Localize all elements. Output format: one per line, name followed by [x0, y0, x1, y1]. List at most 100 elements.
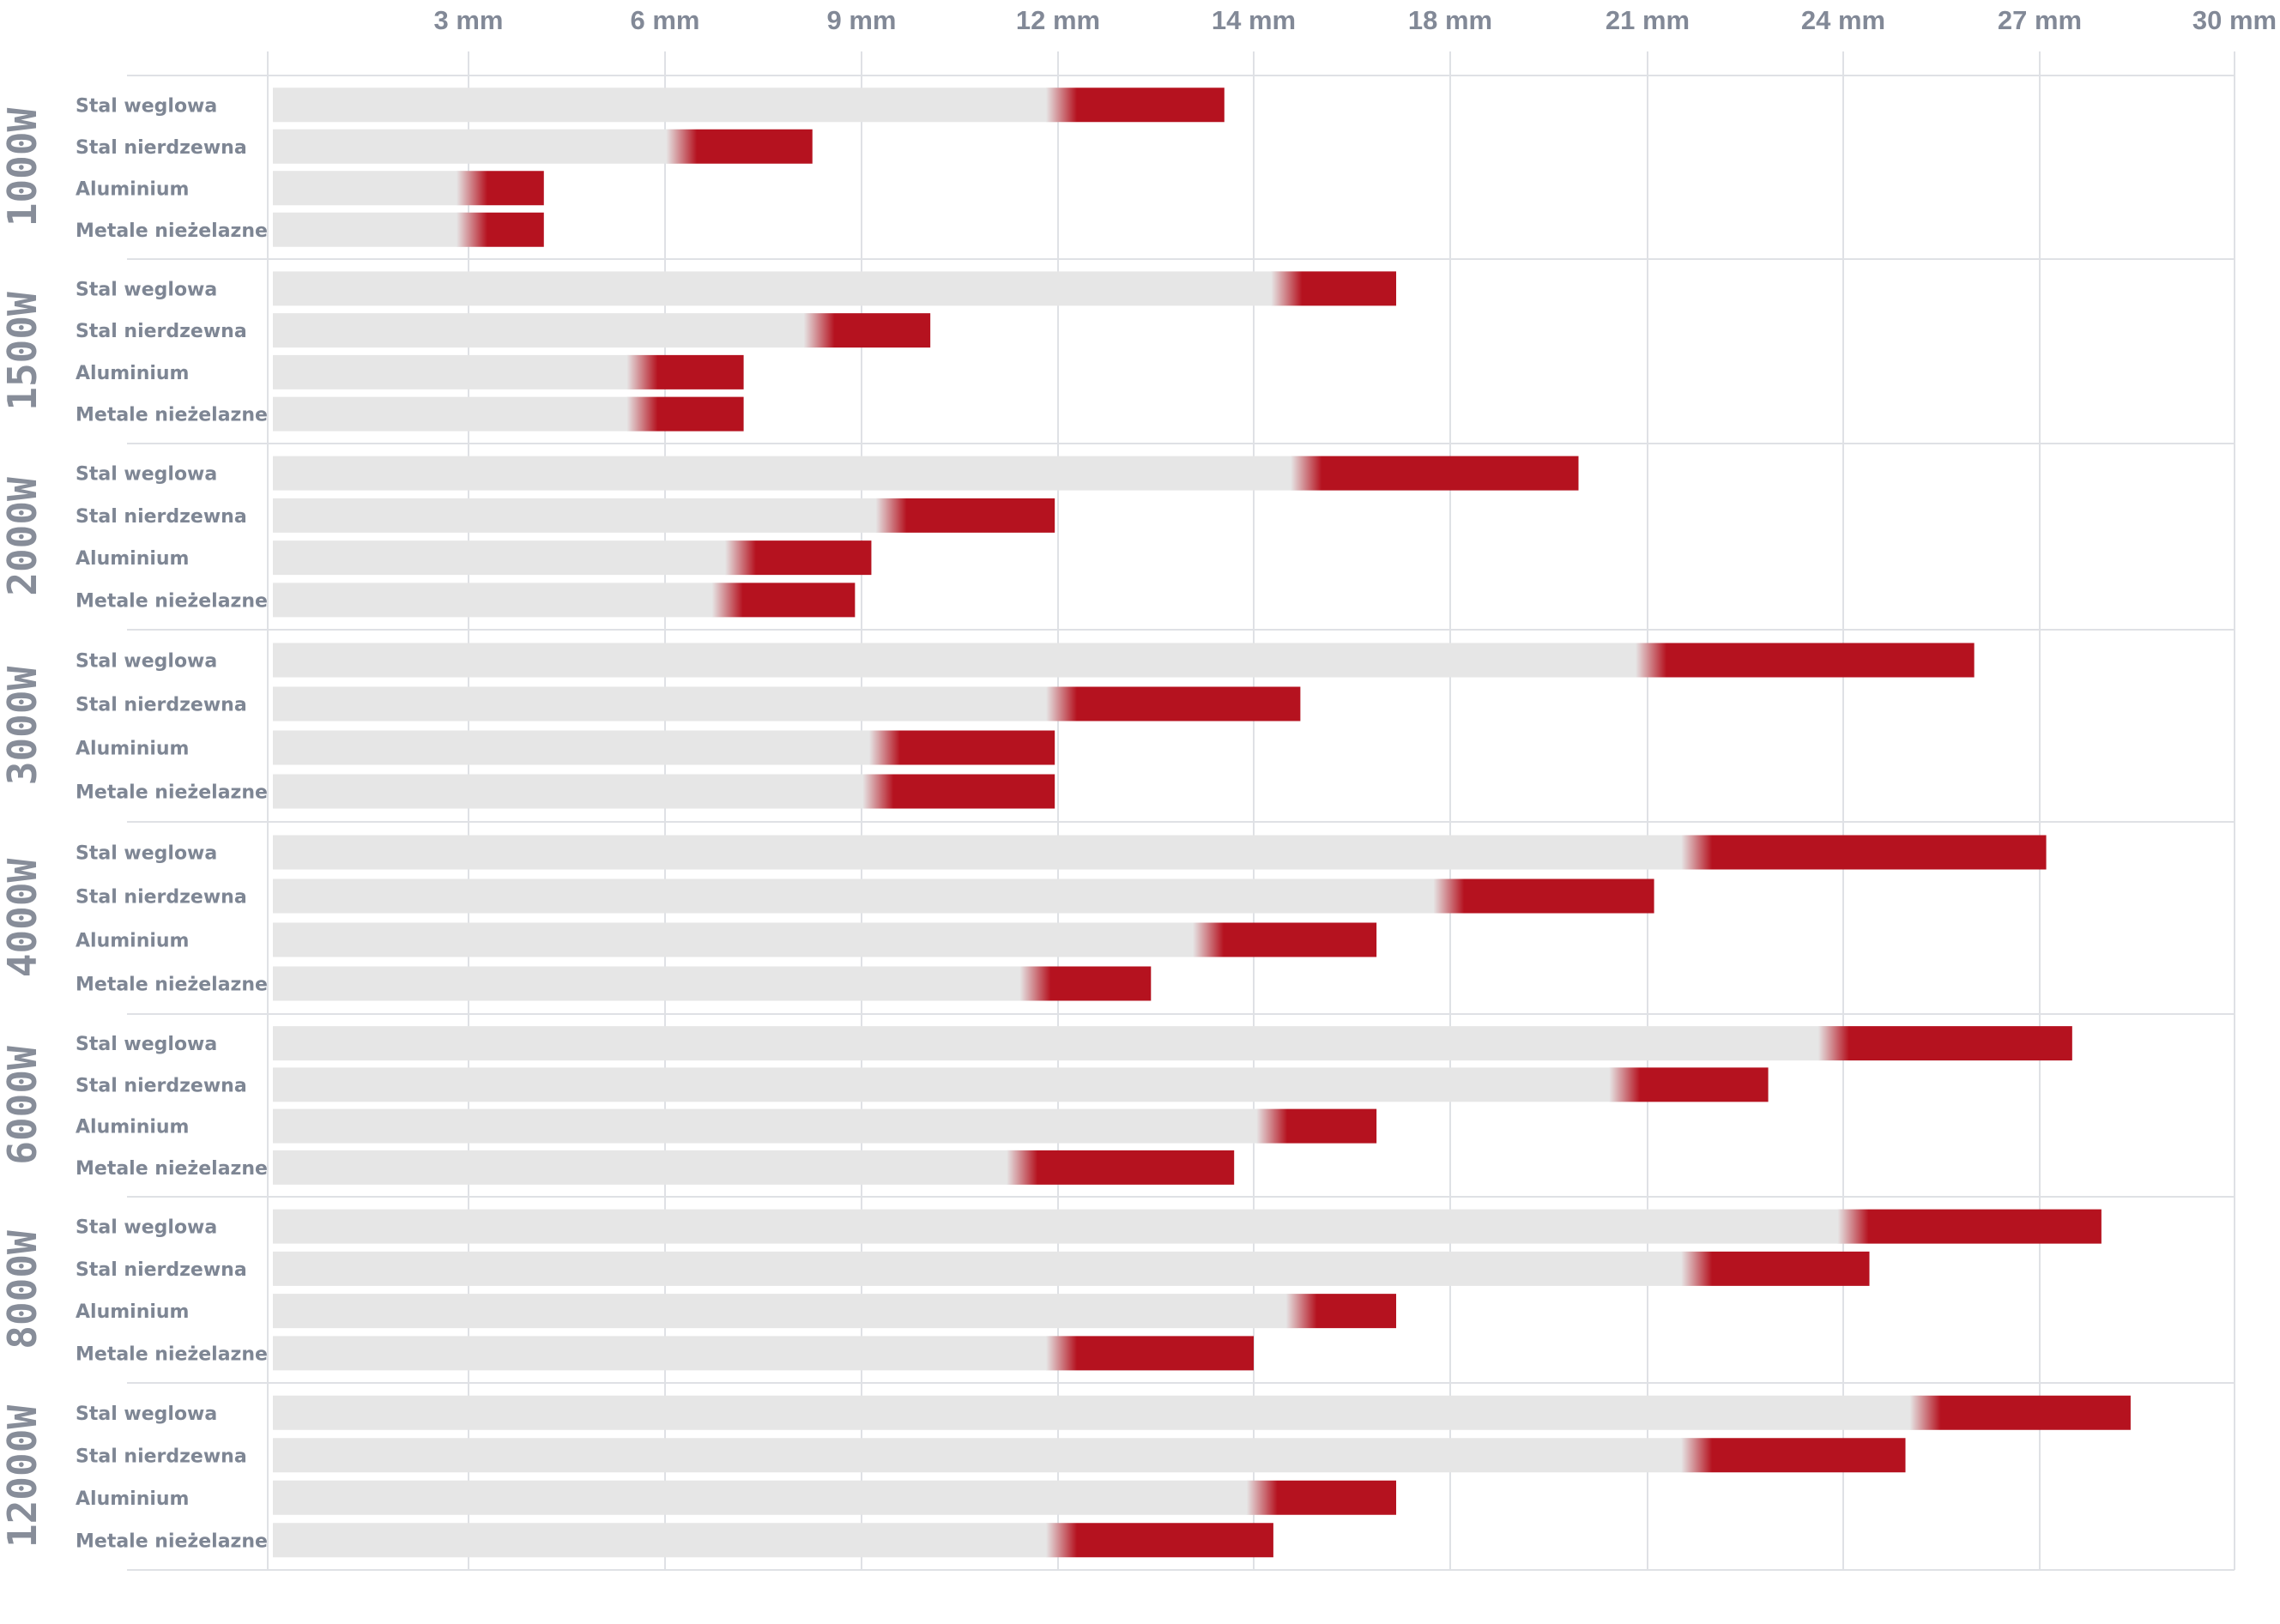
thickness-range-bar: [1193, 922, 1377, 957]
thickness-range-bar: [1681, 1251, 1870, 1286]
x-tick-label: 6 mm: [631, 5, 700, 35]
track-bar: [273, 1523, 1058, 1558]
track-bar: [273, 1336, 1058, 1371]
group-3000w: 3000W Stal weglowa Stal nierdzewna Aluminiu…: [0, 629, 2235, 809]
thickness-range-bar: [1046, 88, 1225, 123]
thickness-range-bar: [1046, 686, 1301, 721]
track-bar: [273, 1150, 1019, 1185]
row-label: Stal nierdzewna: [76, 1259, 247, 1281]
thickness-range-bar: [1681, 1438, 1906, 1473]
x-tick-label: 12 mm: [1016, 5, 1100, 35]
row-label: Metale nieżelazne: [76, 1530, 268, 1552]
row-label: Metale nieżelazne: [76, 782, 268, 804]
row-label: Stal weglowa: [76, 1034, 217, 1055]
row-label: Aluminium: [76, 1488, 189, 1510]
power-label: 8000W: [0, 1230, 45, 1349]
group-12000w: 12000W Stal weglowa Stal nierdzewna Alumini…: [0, 1382, 2235, 1571]
thickness-range-bar: [711, 583, 856, 618]
row-label: Stal nierdzewna: [76, 1075, 247, 1096]
row-label: Stal weglowa: [76, 1404, 217, 1425]
row-label: Stal nierdzewna: [76, 887, 247, 909]
track-bar: [273, 88, 1058, 123]
row-label: Stal weglowa: [76, 843, 217, 865]
thickness-range-bar: [1046, 1523, 1273, 1558]
track-bar: [273, 313, 816, 348]
x-tick-label: 18 mm: [1408, 5, 1492, 35]
thickness-range-bar: [1909, 1395, 2131, 1430]
power-label: 4000W: [0, 858, 45, 977]
row-label: Aluminium: [76, 363, 189, 384]
x-tick-label: 24 mm: [1801, 5, 1885, 35]
track-bar: [273, 878, 1446, 914]
track-bar: [273, 1251, 1694, 1286]
power-groups: 1000W Stal weglowa Stal nierdzewna Aluminiu…: [0, 75, 2235, 1571]
thickness-range-bar: [1636, 643, 1975, 678]
row-label: Stal weglowa: [76, 651, 217, 673]
track-bar: [273, 774, 875, 809]
track-bar: [273, 1438, 1694, 1473]
group-2000w: 2000W Stal weglowa Stal nierdzewna Aluminiu…: [0, 443, 2235, 618]
row-label: Stal weglowa: [76, 279, 217, 300]
thickness-range-bar: [1291, 456, 1579, 491]
row-label: Metale nieżelazne: [76, 1343, 268, 1365]
group-4000w: 4000W Stal weglowa Stal nierdzewna Aluminiu…: [0, 821, 2235, 1001]
row-label: Stal nierdzewna: [76, 321, 247, 342]
thickness-range-bar: [1433, 878, 1654, 914]
track-bar: [273, 1067, 1622, 1102]
thickness-range-bar: [626, 354, 744, 389]
thickness-range-bar: [1681, 835, 2047, 870]
row-label: Stal nierdzewna: [76, 1446, 247, 1467]
x-tick-label: 9 mm: [827, 5, 897, 35]
row-label: Metale nieżelazne: [76, 975, 268, 996]
thickness-range-bar: [868, 730, 1055, 765]
thickness-range-bar: [1019, 966, 1152, 1001]
thickness-range-bar: [1271, 271, 1397, 306]
thickness-range-bar: [1046, 1336, 1254, 1371]
track-bar: [273, 171, 469, 206]
row-label: Aluminium: [76, 931, 189, 952]
row-label: Metale nieżelazne: [76, 405, 268, 426]
track-bar: [273, 212, 469, 247]
thickness-range-bar: [457, 212, 544, 247]
track-bar: [273, 540, 737, 576]
thickness-range-bar: [724, 540, 872, 576]
thickness-range-bar: [875, 498, 1055, 533]
thickness-range-bar: [1837, 1209, 2102, 1244]
thickness-range-bar: [1817, 1026, 2072, 1061]
track-bar: [273, 1209, 1850, 1244]
track-bar: [273, 1026, 1830, 1061]
track-bar: [273, 498, 888, 533]
row-label: Stal nierdzewna: [76, 506, 247, 528]
row-label: Stal weglowa: [76, 1217, 217, 1239]
group-6000w: 6000W Stal weglowa Stal nierdzewna Aluminiu…: [0, 1013, 2235, 1185]
group-8000w: 8000W Stal weglowa Stal nierdzewna Aluminiu…: [0, 1196, 2235, 1371]
thickness-range-bar: [666, 129, 813, 164]
row-label: Stal weglowa: [76, 95, 217, 117]
track-bar: [273, 583, 724, 618]
thickness-range-bar: [1609, 1067, 1769, 1102]
row-label: Aluminium: [76, 739, 189, 760]
track-bar: [273, 730, 881, 765]
x-tick-label: 14 mm: [1212, 5, 1296, 35]
x-axis: 3 mm 6 mm 9 mm 12 mm 14 mm 18 mm 21 mm 24 mm 27 …: [434, 5, 2277, 35]
x-tick-label: 3 mm: [434, 5, 504, 35]
thickness-range-bar: [803, 313, 931, 348]
row-label: Metale nieżelazne: [76, 590, 268, 612]
row-label: Aluminium: [76, 1301, 189, 1323]
track-bar: [273, 1108, 1269, 1144]
track-bar: [273, 456, 1303, 491]
thickness-range-bar: [626, 396, 744, 432]
x-tick-label: 21 mm: [1606, 5, 1690, 35]
group-1500w: 1500W Stal weglowa Stal nierdzewna Aluminiu…: [0, 258, 2235, 432]
row-label: Metale nieżelazne: [76, 220, 268, 242]
power-label: 1500W: [0, 292, 45, 411]
track-bar: [273, 1395, 1922, 1430]
group-1000w: 1000W Stal weglowa Stal nierdzewna Aluminiu…: [0, 75, 2235, 247]
track-bar: [273, 835, 1694, 870]
thickness-range-bar: [1285, 1294, 1397, 1329]
x-tick-label: 27 mm: [1998, 5, 2082, 35]
thickness-range-bar: [1007, 1150, 1235, 1185]
thickness-range-bar: [457, 171, 544, 206]
track-bar: [273, 643, 1648, 678]
track-bar: [273, 922, 1205, 957]
